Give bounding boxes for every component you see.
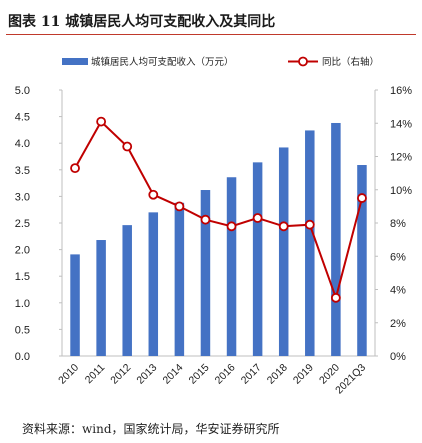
left-tick-label: 2.5 [15,218,30,230]
right-tick-label: 2% [390,318,406,330]
right-tick-label: 16% [390,85,412,97]
x-tick-label: 2017 [239,362,264,387]
left-tick-label: 4.0 [15,138,30,150]
left-tick-label: 0.0 [15,351,30,363]
x-tick-label: 2016 [213,362,238,387]
line-point [252,213,263,223]
left-tick-label: 1.0 [15,298,30,310]
title-underline [6,34,416,35]
figure-title-bar: 图表 11 城镇居民人均可支配收入及其同比 [6,10,416,35]
line-point [304,219,315,230]
line-point [174,201,185,212]
left-tick-label: 3.0 [15,191,30,203]
x-tick-label: 2012 [108,362,133,387]
left-tick-label: 1.5 [15,271,30,283]
right-tick-label: 12% [390,152,412,164]
left-tick-label: 2.0 [15,245,30,257]
line-point [278,221,289,232]
bar [174,202,185,356]
left-tick-label: 4.5 [15,112,30,124]
line-point [330,292,341,303]
line-point [226,221,237,232]
figure-title: 图表 11 城镇居民人均可支配收入及其同比 [8,14,276,30]
bar [226,177,237,356]
line-point [70,163,80,174]
bar [252,162,263,356]
x-tick-label: 2015 [187,362,212,387]
left-tick-label: 5.0 [15,85,30,97]
bar [305,130,315,356]
x-tick-label: 2013 [134,362,159,387]
bar [331,122,341,356]
bar [70,254,80,356]
line-point [357,193,367,203]
left-tick-label: 0.5 [15,324,30,336]
line-point [200,214,211,225]
right-tick-label: 4% [390,285,406,297]
source-note: 资料来源：wind，国家统计局，华安证券研究所 [22,422,280,436]
right-tick-label: 0% [390,351,406,363]
legend-line-marker [298,56,308,67]
right-tick-label: 14% [390,118,412,130]
right-tick-label: 6% [390,251,406,263]
bar [148,212,159,356]
line-point [96,116,107,127]
legend-bar-swatch [62,58,88,65]
bar [96,240,106,356]
x-tick-label: 2014 [160,362,185,387]
legend-bar-label: 城镇居民人均可支配收入（万元） [91,56,234,68]
line-point [148,189,159,200]
left-tick-label: 3.5 [15,165,30,177]
line-series [74,119,363,302]
right-tick-label: 8% [390,218,406,230]
x-tick-label: 2019 [291,362,316,387]
bar [200,190,211,356]
x-tick-label: 2018 [265,362,290,387]
bar [278,147,289,356]
bar [357,165,367,356]
x-tick-label: 2010 [56,362,81,387]
bar [122,225,132,356]
legend-line-label: 同比（右轴） [322,56,379,68]
right-tick-label: 10% [390,185,412,197]
x-tick-label: 2011 [83,362,108,387]
line-point [122,141,133,152]
